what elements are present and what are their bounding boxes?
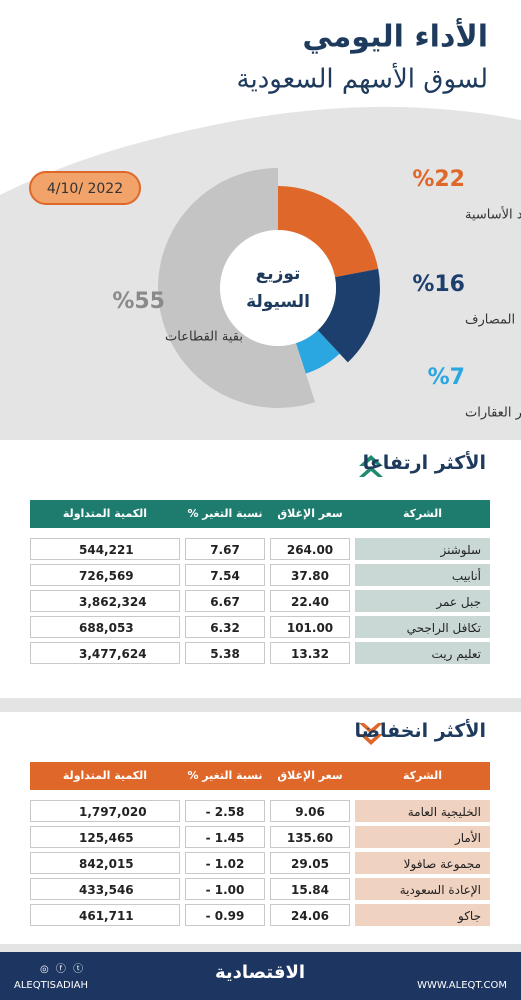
header-row-bg [30, 762, 490, 790]
company-cell: الأمار [355, 826, 490, 848]
website: WWW.ALEQT.COM [417, 980, 507, 991]
up-icon [359, 455, 383, 477]
center-label: توزيع [256, 264, 301, 284]
value-cell: 9.06 [270, 800, 350, 822]
pie-center [220, 230, 336, 346]
column-header: سعر الإغلاق [277, 769, 343, 782]
slice-value-label: %22 [412, 167, 465, 192]
value-cell: 461,711 [30, 904, 180, 926]
value-cell: 3,862,324 [30, 590, 180, 612]
value-cell: 1,797,020 [30, 800, 180, 822]
center-label: السيولة [246, 292, 310, 312]
slice-name: إدارة وتطوير العقارات [465, 406, 521, 421]
company-cell: سلوشنز [355, 538, 490, 560]
value-cell: 29.05 [270, 852, 350, 874]
value-cell: 24.06 [270, 904, 350, 926]
column-header: سعر الإغلاق [277, 507, 343, 520]
value-cell: 37.80 [270, 564, 350, 586]
social-icons: ◎ ⓕ ⓣ [40, 964, 86, 975]
column-header: الكمية المتداولة [62, 507, 148, 520]
value-cell: 7.54 [185, 564, 265, 586]
value-cell: 433,546 [30, 878, 180, 900]
value-cell: 6.67 [185, 590, 265, 612]
header-row-bg [30, 500, 490, 528]
column-header: الكمية المتداولة [62, 769, 148, 782]
company-cell: الإعادة السعودية [355, 878, 490, 900]
company-cell: جاكو [355, 904, 490, 926]
down-icon [359, 723, 383, 745]
slice-value-label: %7 [428, 365, 465, 390]
slice-name: بقية القطاعات [165, 330, 243, 345]
value-cell: 264.00 [270, 538, 350, 560]
company-cell: أنابيب [355, 564, 490, 586]
date-pill [29, 171, 141, 205]
section-title: الأكثر ارتفاعا [362, 452, 486, 474]
company-cell: جبل عمر [355, 590, 490, 612]
pie-slice [278, 186, 379, 278]
column-header: الشركة [402, 769, 442, 782]
value-cell: 15.84 [270, 878, 350, 900]
footer: ◎ ⓕ ⓣ ALEQTISADIAH الاقتصادية WWW.ALEQT.… [0, 952, 521, 1000]
company-cell: مجموعة صافولا [355, 852, 490, 874]
date: 4/10/ 2022 [47, 181, 123, 197]
top-area: الأداء اليومي لسوق الأسهم السعودية 4/10/… [0, 0, 521, 421]
slice-value-label: %16 [412, 272, 465, 297]
slice-name: المواد الأساسية [465, 206, 521, 223]
value-cell: - 0.99 [185, 904, 265, 926]
column-header: الشركة [402, 507, 442, 520]
pie-chart: توزيع السيولة %22المواد الأساسية %16 المصارف… [112, 167, 521, 421]
header-bg [0, 0, 521, 195]
losers-panel: الأكثر انخفاضا الشركة سعر الإغلاق نسبة الت… [0, 712, 521, 944]
slice-value-label: %55 [112, 289, 165, 314]
pie-slice [158, 168, 316, 408]
company-cell: الخليجية العامة [355, 800, 490, 822]
company-cell: تعليم ريت [355, 642, 490, 664]
value-cell: - 2.58 [185, 800, 265, 822]
title: الأداء اليومي [302, 18, 488, 55]
value-cell: 688,053 [30, 616, 180, 638]
value-cell: 726,569 [30, 564, 180, 586]
column-header: نسبة التغير % [187, 507, 263, 520]
company-cell: تكافل الراجحي [355, 616, 490, 638]
value-cell: 22.40 [270, 590, 350, 612]
gainers-panel: الأكثر ارتفاعا الشركة سعر الإغلاق نسبة الت… [0, 440, 521, 698]
value-cell: 125,465 [30, 826, 180, 848]
pie-slice [295, 330, 340, 374]
pie-slice [317, 268, 380, 363]
social-handle: ALEQTISADIAH [14, 980, 89, 991]
value-cell: 135.60 [270, 826, 350, 848]
value-cell: 6.32 [185, 616, 265, 638]
value-cell: 3,477,624 [30, 642, 180, 664]
value-cell: - 1.00 [185, 878, 265, 900]
section-title: الأكثر انخفاضا [354, 720, 486, 742]
column-header: نسبة التغير % [187, 769, 263, 782]
value-cell: 101.00 [270, 616, 350, 638]
value-cell: 5.38 [185, 642, 265, 664]
subtitle: لسوق الأسهم السعودية [237, 62, 488, 95]
value-cell: - 1.02 [185, 852, 265, 874]
value-cell: 7.67 [185, 538, 265, 560]
value-cell: 544,221 [30, 538, 180, 560]
logo: الاقتصادية [214, 962, 306, 983]
value-cell: 13.32 [270, 642, 350, 664]
value-cell: 842,015 [30, 852, 180, 874]
slice-name: المصارف [465, 313, 515, 328]
value-cell: - 1.45 [185, 826, 265, 848]
